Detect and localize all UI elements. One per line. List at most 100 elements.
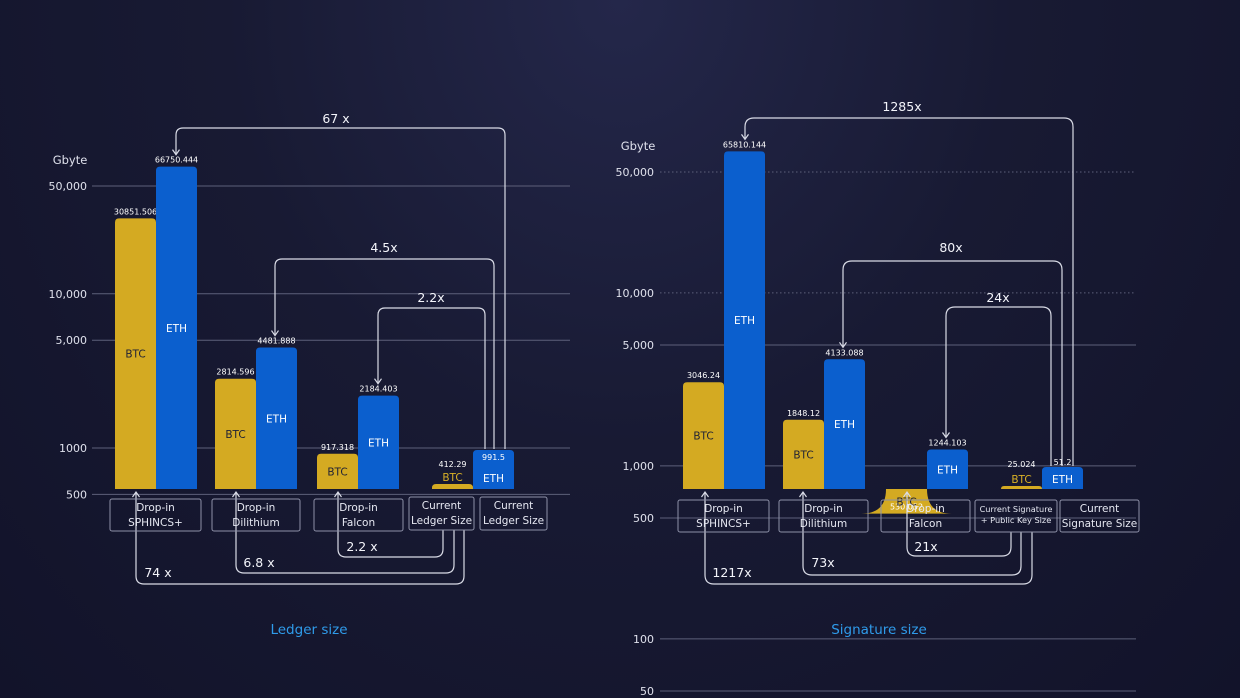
chart2-eth-bar — [927, 449, 968, 489]
chart1-eth-ratio-connector — [175, 127, 506, 449]
chart1-category-label: Ledger Size — [483, 515, 544, 527]
chart1-y-tick-label: 500 — [66, 488, 87, 501]
chart1-category-label: Dilithium — [232, 517, 279, 529]
chart2-btc-ratio-connector — [802, 492, 1022, 576]
chart1-btc-ratio-connector — [235, 492, 455, 574]
chart2-eth-series-label: ETH — [834, 419, 855, 431]
chart2-eth-ratio-label: 80x — [939, 240, 962, 255]
chart2-btc-value-label: 3046.24 — [687, 371, 720, 380]
chart1-btc-ratio-label: 6.8 x — [243, 555, 274, 570]
chart1-btc-bar — [432, 484, 473, 489]
chart2-category-label: Falcon — [909, 518, 942, 530]
chart1-category-label: Drop-in — [339, 502, 378, 514]
chart2-eth-value-label: 4133.088 — [825, 348, 863, 357]
chart2-eth-ratio-label: 1285x — [882, 99, 921, 114]
chart1-eth-ratio-label: 67 x — [322, 111, 349, 126]
chart2-category-label: Signature Size — [1062, 518, 1138, 530]
chart2-category-box — [677, 499, 770, 533]
chart2-eth-bar — [824, 359, 865, 489]
chart1-btc-ratio-label: 74 x — [144, 565, 171, 580]
chart2-eth-value-label: 65810.144 — [723, 140, 766, 149]
chart2-eth-ratio-label: 24x — [986, 290, 1009, 305]
chart1-eth-ratio-connector — [377, 307, 486, 449]
chart2-btc-series-label: BTC — [693, 431, 713, 443]
chart1-btc-value-label: 917.318 — [321, 443, 354, 452]
chart2-y-tick-label: 10,000 — [616, 287, 655, 300]
chart2-category-box — [1059, 499, 1140, 533]
chart2-btc-ratio-connector — [906, 492, 1012, 557]
chart1-eth-ratio-label: 2.2x — [417, 290, 444, 305]
chart2-eth-series-label: ETH — [937, 464, 958, 476]
chart2-eth-value-label: 1244.103 — [928, 439, 966, 448]
chart2-y-axis-unit: Gbyte — [621, 139, 656, 153]
chart1-y-tick-label: 10,000 — [49, 288, 88, 301]
chart1-btc-value-label: 30851.506 — [114, 207, 157, 216]
chart2-btc-ratio-arrowhead — [903, 490, 911, 498]
chart1-eth-ratio-arrowhead — [271, 330, 279, 337]
chart1-category-label: Current — [494, 500, 533, 512]
chart1-y-tick-label: 50,000 — [49, 180, 88, 193]
chart1-btc-series-label: BTC — [125, 349, 145, 361]
chart2-category-label: Drop-in — [804, 503, 843, 515]
chart1-btc-series-label: BTC — [327, 466, 347, 478]
chart2-category-label: Drop-in — [704, 503, 743, 515]
chart2-eth-ratio-arrowhead — [741, 134, 749, 141]
chart1-btc-series-label: BTC — [225, 429, 245, 441]
chart2-eth-series-label: ETH — [734, 315, 755, 327]
chart2-btc-series-label: BTC — [1011, 474, 1031, 486]
chart2-category-label: Current Signature — [980, 504, 1053, 514]
chart2-category-box — [880, 499, 971, 533]
chart1-category-label: Ledger Size — [411, 515, 472, 527]
chart2-btc-value-label: 25.024 — [1008, 460, 1036, 469]
chart1-category-label: Drop-in — [237, 502, 276, 514]
chart1-eth-bar — [256, 347, 297, 489]
chart1-btc-bar — [115, 218, 156, 489]
chart2-btc-series-label: BTC — [793, 449, 813, 461]
chart2-btc-bar — [1001, 486, 1042, 489]
chart1-eth-bar — [358, 395, 399, 489]
chart2-eth-ratio-arrowhead — [942, 432, 950, 439]
chart1-btc-ratio-label: 2.2 x — [346, 539, 377, 554]
chart2-category-label: + Public Key Size — [981, 515, 1052, 525]
chart2-eth-bar — [1042, 467, 1083, 489]
chart1-y-axis-unit: Gbyte — [53, 153, 88, 167]
chart2-title: Signature size — [831, 622, 927, 638]
chart1-eth-series-label: ETH — [368, 437, 389, 449]
chart2-btc-ratio-label: 1217x — [712, 565, 751, 580]
chart1-eth-ratio-label: 4.5x — [370, 240, 397, 255]
chart1-eth-series-label: ETH — [266, 413, 287, 425]
chart2-btc-value-label: 1848.12 — [787, 409, 820, 418]
chart1-category-box — [479, 496, 548, 531]
chart1-category-box — [109, 498, 202, 532]
chart1-category-box — [313, 498, 404, 532]
chart1-btc-ratio-arrowhead — [334, 490, 342, 498]
chart1-category-label: SPHINCS+ — [128, 517, 183, 529]
chart1-category-label: Drop-in — [136, 502, 175, 514]
chart2-y-tick-label: 1,000 — [623, 460, 655, 473]
chart2-category-label: Dilithium — [800, 518, 847, 530]
chart1-category-box — [408, 496, 475, 531]
chart1-eth-series-label: ETH — [483, 473, 504, 485]
chart2-category-label: SPHINCS+ — [696, 518, 751, 530]
chart2-y-tick-label: 500 — [633, 512, 654, 525]
chart2-y-tick-label: 100 — [633, 633, 654, 646]
chart1-eth-series-label: ETH — [166, 323, 187, 335]
chart1-eth-value-label: 991.5 — [482, 453, 505, 462]
chart2-btc-bar — [683, 382, 724, 489]
chart2-btc-bar — [783, 419, 824, 489]
chart2-eth-series-label: ETH — [1052, 474, 1073, 486]
chart1-eth-bar — [156, 166, 197, 489]
chart1-eth-ratio-arrowhead — [374, 378, 382, 385]
chart1-btc-ratio-connector — [135, 492, 465, 585]
chart1-btc-ratio-arrowhead — [232, 490, 240, 498]
chart1-btc-bar — [215, 378, 256, 489]
chart1-eth-ratio-arrowhead — [172, 149, 180, 156]
chart1-btc-ratio-connector — [337, 492, 444, 558]
chart1-eth-bar — [473, 450, 514, 489]
chart2-btc-ratio-arrowhead — [701, 490, 709, 498]
chart2-eth-ratio-arrowhead — [839, 341, 847, 349]
chart1-category-label: Current — [422, 500, 461, 512]
chart1-eth-value-label: 2184.403 — [359, 385, 397, 394]
chart1-btc-value-label: 2814.596 — [216, 368, 254, 377]
